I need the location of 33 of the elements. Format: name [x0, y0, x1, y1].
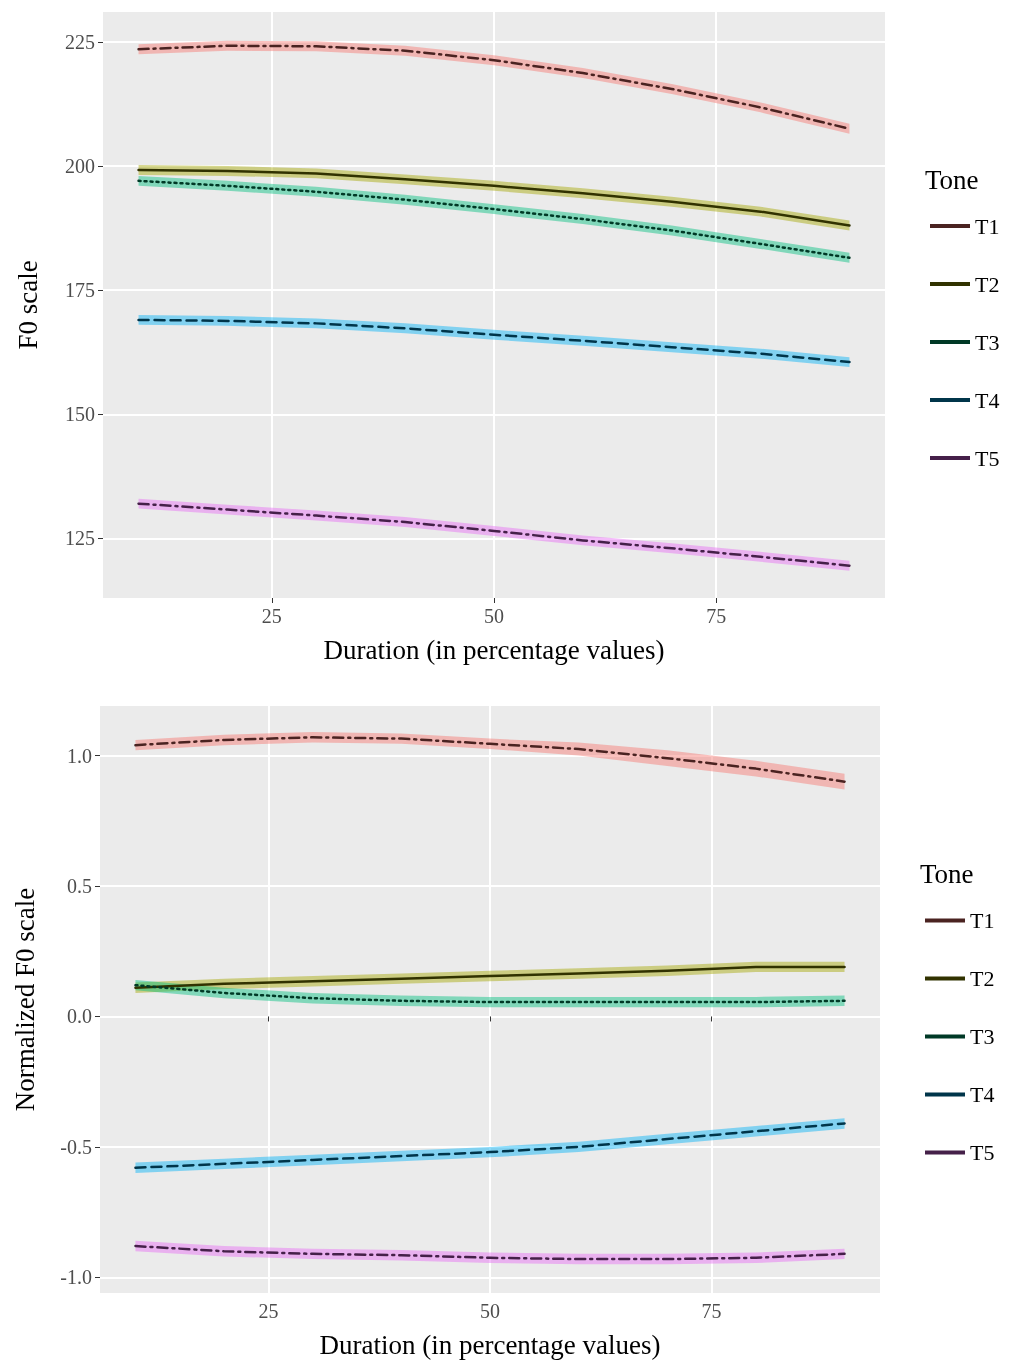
legend-title: Tone [920, 859, 974, 889]
y-tick-label: 175 [65, 279, 95, 302]
legend-label: T2 [970, 966, 995, 991]
x-tick-label: 25 [261, 605, 282, 627]
x-axis-title: Duration (in percentage values) [319, 1329, 661, 1360]
legend-label: T1 [970, 908, 995, 933]
y-tick-label: 1.0 [67, 744, 92, 767]
x-tick-label: 50 [484, 605, 504, 627]
x-tick-label: 50 [480, 1300, 500, 1322]
y-tick-label: 225 [65, 30, 95, 53]
x-tick-label: 75 [706, 605, 727, 627]
line-series [134, 736, 846, 783]
y-axis-title: F0 scale [12, 260, 43, 350]
legend-label: T3 [975, 329, 1000, 355]
legend-label: T3 [970, 1024, 995, 1049]
legend-label: T4 [970, 1082, 995, 1107]
x-tick-label: 25 [258, 1300, 279, 1322]
y-tick-label: -0.5 [60, 1135, 92, 1158]
y-tick-label: 200 [65, 154, 95, 177]
legend-label: T5 [970, 1140, 995, 1165]
legend-label: T5 [975, 445, 1000, 471]
y-tick-label: -1.0 [60, 1266, 92, 1289]
y-tick-label: 0.0 [67, 1005, 92, 1028]
legend-label: T1 [975, 213, 1000, 239]
legend-label: T2 [975, 271, 1000, 297]
legend-label: T4 [975, 387, 1000, 413]
y-tick-label: 125 [65, 527, 95, 550]
y-tick-label: 0.5 [67, 875, 92, 898]
legend-title: Tone [925, 164, 979, 195]
y-axis-title: Normalized F0 scale [9, 887, 40, 1112]
x-tick-label: 75 [701, 1300, 722, 1322]
y-tick-label: 150 [65, 403, 95, 426]
x-axis-title: Duration (in percentage values) [323, 634, 665, 665]
